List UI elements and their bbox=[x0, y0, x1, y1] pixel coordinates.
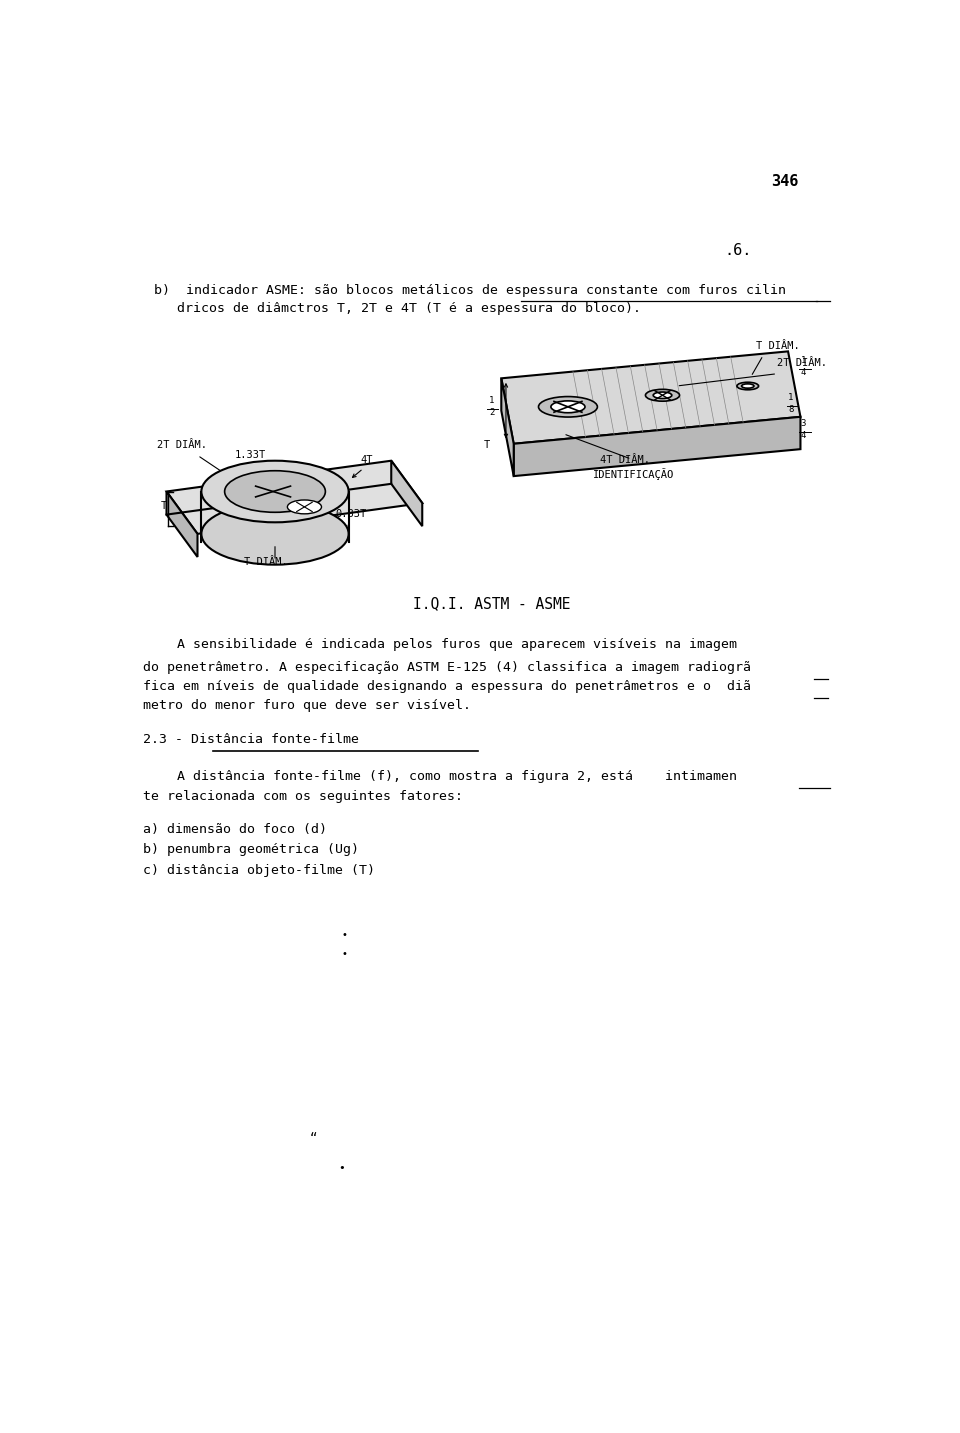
Text: 4: 4 bbox=[801, 431, 805, 440]
Text: b) penumbra geométrica (Ug): b) penumbra geométrica (Ug) bbox=[143, 844, 359, 857]
Text: 2.3 - Distância fonte-filme: 2.3 - Distância fonte-filme bbox=[143, 734, 359, 747]
Ellipse shape bbox=[741, 384, 754, 388]
Text: 0.83T: 0.83T bbox=[335, 509, 367, 519]
Text: “: “ bbox=[310, 1132, 318, 1145]
Text: 346: 346 bbox=[771, 173, 799, 189]
Text: .6.: .6. bbox=[725, 244, 752, 258]
Text: •: • bbox=[339, 1164, 346, 1174]
Ellipse shape bbox=[551, 401, 585, 413]
Text: 2T DIÂM.: 2T DIÂM. bbox=[778, 358, 828, 368]
Ellipse shape bbox=[737, 383, 758, 390]
Text: 1: 1 bbox=[489, 396, 494, 406]
Text: c) distância objeto-filme (T): c) distância objeto-filme (T) bbox=[143, 864, 375, 877]
Text: •: • bbox=[342, 930, 348, 940]
Text: do penetrâmetro. A especificação ASTM E-125 (4) classifica a imagem radiogrã: do penetrâmetro. A especificação ASTM E-… bbox=[143, 661, 752, 674]
Polygon shape bbox=[501, 351, 801, 444]
Text: dricos de diâmctros T, 2T e 4T (T é a espessura do bloco).: dricos de diâmctros T, 2T e 4T (T é a es… bbox=[177, 302, 640, 315]
Text: A distância fonte-filme (f), como mostra a figura 2, está    intimamen: A distância fonte-filme (f), como mostra… bbox=[177, 771, 736, 784]
Text: 1.33T: 1.33T bbox=[234, 450, 266, 460]
Text: IDENTIFICAÇÃO: IDENTIFICAÇÃO bbox=[592, 469, 674, 480]
Text: T: T bbox=[161, 502, 167, 512]
Text: •: • bbox=[342, 949, 348, 959]
Polygon shape bbox=[514, 417, 801, 476]
Ellipse shape bbox=[225, 470, 325, 513]
Text: 2T DIÂM.: 2T DIÂM. bbox=[157, 440, 207, 450]
Text: 4T: 4T bbox=[360, 456, 372, 466]
Text: 8: 8 bbox=[788, 406, 793, 414]
Text: 1: 1 bbox=[788, 393, 793, 401]
Text: a) dimensão do foco (d): a) dimensão do foco (d) bbox=[143, 823, 327, 835]
Text: 4: 4 bbox=[801, 368, 805, 377]
Text: T DIÂM.: T DIÂM. bbox=[756, 341, 800, 351]
Text: T: T bbox=[484, 440, 491, 450]
Text: te relacionada com os seguintes fatores:: te relacionada com os seguintes fatores: bbox=[143, 790, 464, 802]
Polygon shape bbox=[501, 378, 514, 476]
Text: metro do menor furo que deve ser visível.: metro do menor furo que deve ser visível… bbox=[143, 699, 471, 712]
Text: A sensibilidade é indicada pelos furos que aparecem visíveis na imagem: A sensibilidade é indicada pelos furos q… bbox=[177, 638, 736, 651]
Text: 1: 1 bbox=[801, 355, 805, 365]
Text: 2: 2 bbox=[489, 408, 494, 417]
Polygon shape bbox=[392, 461, 422, 526]
Text: 3: 3 bbox=[801, 418, 805, 428]
Ellipse shape bbox=[287, 500, 322, 514]
Ellipse shape bbox=[202, 503, 348, 565]
Polygon shape bbox=[166, 461, 422, 535]
Ellipse shape bbox=[539, 397, 597, 417]
Text: 4T DIÂM.: 4T DIÂM. bbox=[601, 456, 651, 466]
Text: T DIÂM.: T DIÂM. bbox=[244, 556, 288, 566]
Text: I.Q.I. ASTM - ASME: I.Q.I. ASTM - ASME bbox=[413, 596, 571, 610]
Ellipse shape bbox=[645, 390, 680, 401]
Ellipse shape bbox=[202, 461, 348, 522]
Text: fica em níveis de qualidade designando a espessura do penetrâmetros e o  diã: fica em níveis de qualidade designando a… bbox=[143, 681, 752, 694]
Text: b)  indicador ASME: são blocos metálicos de espessura constante com furos cilin: b) indicador ASME: são blocos metálicos … bbox=[155, 284, 786, 297]
Ellipse shape bbox=[653, 393, 672, 398]
Polygon shape bbox=[166, 492, 198, 557]
